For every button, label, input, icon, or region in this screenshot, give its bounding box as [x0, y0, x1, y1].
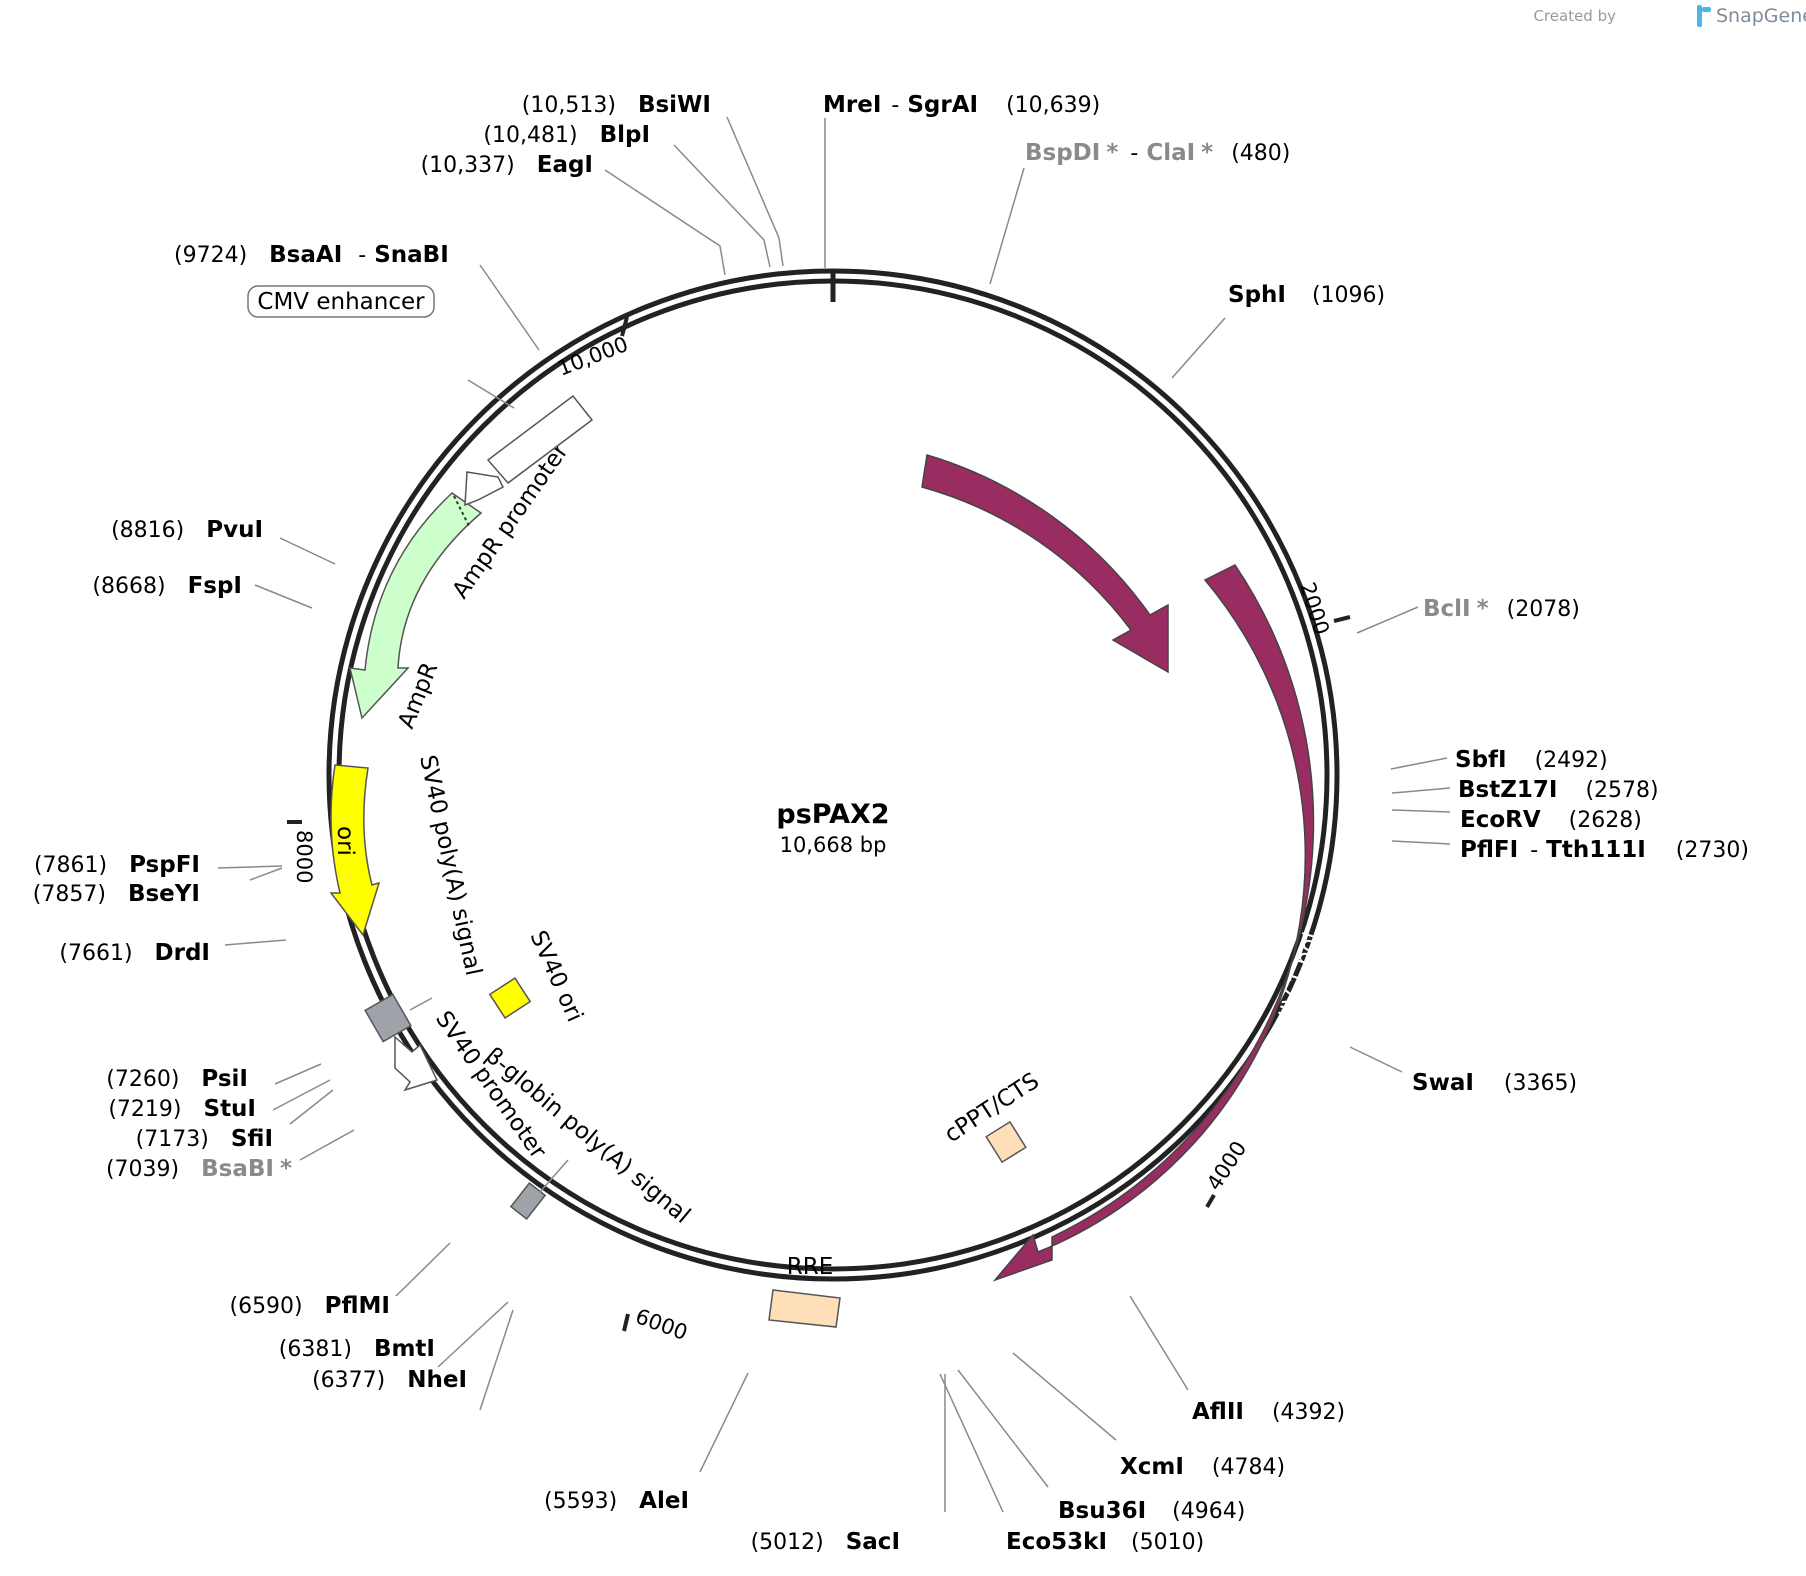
- enzyme-sfii[interactable]: (7173) SfiI: [136, 1126, 273, 1152]
- snapgene-credit[interactable]: Created by SnapGene: [1533, 5, 1806, 27]
- svg-text:(7260)PsiI: (7260) PsiI: [106, 1066, 248, 1092]
- enzyme-eco53ki[interactable]: Eco53kI (5010): [1006, 1529, 1204, 1555]
- enzyme-ecorv[interactable]: EcoRV (2628): [1460, 807, 1642, 833]
- svg-text:(5012)SacI: (5012) SacI: [751, 1529, 900, 1555]
- enzyme-blpi[interactable]: (10,481) BlpI: [483, 122, 650, 148]
- feature-rre[interactable]: RRE: [768, 1254, 841, 1328]
- enzyme-nhei[interactable]: (6377) NheI: [312, 1367, 467, 1393]
- enzyme-alei[interactable]: (5593) AleI: [544, 1488, 689, 1514]
- svg-text:HIV-1 gag: HIV-1 gag: [904, 529, 1013, 597]
- svg-text:(7219)StuI: (7219) StuI: [108, 1096, 256, 1122]
- svg-text:BspDI*-ClaI*(480): BspDI * - ClaI * (480): [1025, 140, 1290, 166]
- snapgene-logo-icon: [1697, 5, 1711, 27]
- credit-brand: SnapGene: [1716, 5, 1806, 27]
- enzyme-bmti[interactable]: (6381) BmtI: [279, 1336, 435, 1362]
- svg-text:Bsu36I(4964): Bsu36I (4964): [1058, 1498, 1245, 1524]
- tick-label-6000: 6000: [632, 1304, 690, 1345]
- enzyme-bseyi[interactable]: (7857) BseYI: [33, 881, 200, 907]
- enzyme-leaders: [217, 116, 1451, 1513]
- svg-text:(8816)PvuI: (8816) PvuI: [111, 517, 263, 543]
- svg-text:(7661)DrdI: (7661) DrdI: [59, 940, 210, 966]
- feature-label-hiv-1-gag: HIV-1 gag: [904, 529, 1013, 597]
- feature-label-sv40-ori: SV40 ori: [525, 927, 588, 1026]
- enzyme-bsiwi[interactable]: (10,513) BsiWI: [522, 92, 711, 118]
- enzyme-pspfi[interactable]: (7861) PspFI: [34, 852, 200, 878]
- svg-text:(7861)PspFI: (7861) PspFI: [34, 852, 200, 878]
- svg-text:BstZ17I(2578): BstZ17I (2578): [1458, 777, 1659, 803]
- svg-text:(10,337)EagI: (10,337) EagI: [421, 152, 593, 178]
- svg-text:(9724)BsaAI-SnaBI: (9724) BsaAI - SnaBI: [174, 242, 449, 268]
- enzyme-bstz17i[interactable]: BstZ17I (2578): [1458, 777, 1659, 803]
- feature-hiv-1-gag[interactable]: HIV-1 gag: [904, 454, 1169, 674]
- plasmid-name: psPAX2: [776, 799, 889, 830]
- enzyme-drdi[interactable]: (7661) DrdI: [59, 940, 210, 966]
- tick-label-2000: 2000: [1295, 579, 1334, 637]
- enzyme-eagi[interactable]: (10,337) EagI: [421, 152, 593, 178]
- enzyme-aflii[interactable]: AflII (4392): [1192, 1399, 1345, 1425]
- feature-cppt-cts[interactable]: cPPT/CTS: [940, 1068, 1044, 1164]
- svg-text:(6377)NheI: (6377) NheI: [312, 1367, 467, 1393]
- svg-text:SwaI(3365): SwaI (3365): [1412, 1070, 1577, 1096]
- enzyme-bcli[interactable]: BclI * (2078): [1423, 596, 1580, 622]
- feature-cmv-enhancer[interactable]: CMV enhancer: [247, 285, 594, 485]
- enzyme-stui[interactable]: (7219) StuI: [108, 1096, 256, 1122]
- feature-label-ori: ori: [332, 826, 358, 856]
- feature-label-cmv-enhancer: CMV enhancer: [257, 289, 425, 315]
- enzyme-mrei-sgrai[interactable]: MreI - SgrAI (10,639): [823, 92, 1100, 118]
- svg-text:(7173)SfiI: (7173) SfiI: [136, 1126, 273, 1152]
- svg-text:AflII(4392): AflII (4392): [1192, 1399, 1345, 1425]
- enzyme-bsu36i[interactable]: Bsu36I (4964): [1058, 1498, 1245, 1524]
- svg-text:(6381)BmtI: (6381) BmtI: [279, 1336, 435, 1362]
- svg-text:EcoRV(2628): EcoRV (2628): [1460, 807, 1642, 833]
- credit-prefix: Created by: [1533, 7, 1616, 25]
- svg-text:(10,513)BsiWI: (10,513) BsiWI: [522, 92, 711, 118]
- enzyme-pflmi[interactable]: (6590) PflMI: [229, 1293, 390, 1319]
- svg-text:SphI(1096): SphI (1096): [1228, 282, 1385, 308]
- enzyme-pflfi-tth111i[interactable]: PflFI - Tth111I (2730): [1460, 837, 1749, 863]
- tick-label-8000: 8000: [292, 830, 316, 883]
- feature-ori[interactable]: ori: [329, 764, 381, 937]
- feature-hiv-1-pol[interactable]: HIV-1 pol: [992, 564, 1325, 1282]
- enzyme-pvui[interactable]: (8816) PvuI: [111, 517, 263, 543]
- svg-text:(7857)BseYI: (7857) BseYI: [33, 881, 200, 907]
- svg-text:(6590)PflMI: (6590) PflMI: [229, 1293, 390, 1319]
- enzyme-saci[interactable]: (5012) SacI: [751, 1529, 900, 1555]
- tick-label-4000: 4000: [1202, 1137, 1251, 1195]
- plasmid-length: 10,668 bp: [780, 833, 887, 857]
- enzyme-fspi[interactable]: (8668) FspI: [92, 573, 242, 599]
- enzyme-bspdi-clai[interactable]: BspDI * - ClaI * (480): [1025, 140, 1290, 166]
- feature-label-rre: RRE: [787, 1254, 834, 1280]
- feature-label-sv40-polya: SV40 poly(A) signal: [414, 753, 486, 978]
- svg-text:(5593)AleI: (5593) AleI: [544, 1488, 689, 1514]
- enzyme-bsaai-snabi[interactable]: (9724) BsaAI - SnaBI: [174, 242, 449, 268]
- svg-text:Eco53kI(5010): Eco53kI (5010): [1006, 1529, 1204, 1555]
- enzyme-bsabi[interactable]: (7039) BsaBI *: [106, 1156, 292, 1182]
- enzyme-sphi[interactable]: SphI (1096): [1228, 282, 1385, 308]
- svg-text:MreI-SgrAI(10,639): MreI - SgrAI (10,639): [823, 92, 1100, 118]
- svg-text:(8668)FspI: (8668) FspI: [92, 573, 242, 599]
- svg-text:SbfI(2492): SbfI (2492): [1455, 747, 1608, 773]
- enzyme-swai[interactable]: SwaI (3365): [1412, 1070, 1577, 1096]
- backbone: [326, 268, 1340, 1282]
- svg-text:(10,481)BlpI: (10,481) BlpI: [483, 122, 650, 148]
- enzyme-psii[interactable]: (7260) PsiI: [106, 1066, 248, 1092]
- feature-sv40-ori[interactable]: SV40 ori: [488, 927, 588, 1026]
- tick-label-10000: 10,000: [554, 332, 631, 381]
- enzyme-xcmi[interactable]: XcmI (4784): [1120, 1454, 1285, 1480]
- svg-text:(7039)BsaBI*: (7039) BsaBI *: [106, 1156, 292, 1182]
- enzyme-labels: MreI - SgrAI (10,639) BspDI * - ClaI * (480) Sph…: [33, 92, 1749, 1555]
- svg-text:XcmI(4784): XcmI (4784): [1120, 1454, 1285, 1480]
- svg-text:BclI*(2078): BclI * (2078): [1423, 596, 1580, 622]
- feature-ampr[interactable]: AmpR: [349, 492, 483, 732]
- enzyme-sbfi[interactable]: SbfI (2492): [1455, 747, 1608, 773]
- svg-text:PflFI-Tth111I(2730): PflFI - Tth111I (2730): [1460, 837, 1749, 863]
